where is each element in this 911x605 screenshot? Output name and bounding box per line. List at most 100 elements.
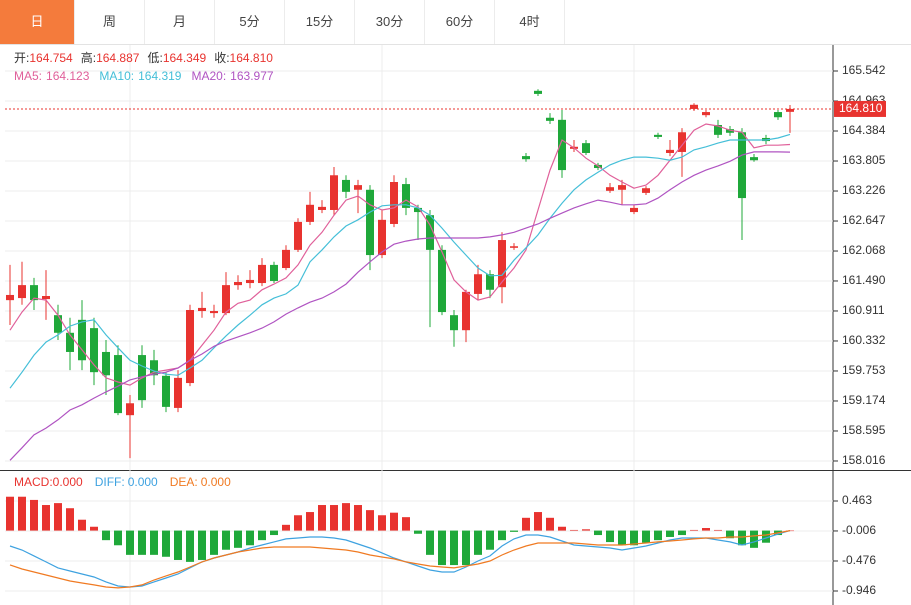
macd-bar xyxy=(390,512,398,531)
macd-bar xyxy=(306,512,314,531)
y-tick-label: 158.595 xyxy=(842,423,886,437)
candle-body xyxy=(78,319,86,361)
candle-body xyxy=(198,307,206,312)
period-tab[interactable]: 15分 xyxy=(285,0,355,44)
y-tick-label: 163.226 xyxy=(842,183,886,197)
candle-body xyxy=(414,207,422,213)
candle-body xyxy=(174,377,182,408)
candle-body xyxy=(330,175,338,210)
macd-bar xyxy=(690,529,698,531)
y-tick-label: 159.753 xyxy=(842,363,886,377)
legend-value: 164.123 xyxy=(46,69,90,83)
macd-bar xyxy=(354,505,362,531)
candle-body xyxy=(282,249,290,269)
candle-body xyxy=(306,204,314,222)
y-tick-label: 165.542 xyxy=(842,63,886,77)
macd-bar xyxy=(114,530,122,546)
candle-body xyxy=(498,240,506,288)
macd-bar xyxy=(198,530,206,560)
ohlc-label: 收: xyxy=(214,51,229,65)
period-tab[interactable]: 月 xyxy=(145,0,215,44)
macd-bar xyxy=(642,530,650,543)
macd-bar xyxy=(534,512,542,531)
legend-name: MA5: xyxy=(14,69,42,83)
candle-body xyxy=(438,249,446,313)
candle-body xyxy=(702,112,710,116)
candle-body xyxy=(750,157,758,161)
y-tick-label: 0.463 xyxy=(842,493,872,507)
period-tab[interactable]: 60分 xyxy=(425,0,495,44)
macd-bar xyxy=(366,510,374,531)
macd-bar xyxy=(150,530,158,555)
candle-body xyxy=(426,215,434,250)
candle-body xyxy=(558,119,566,171)
macd-bar xyxy=(606,530,614,543)
last-price-box xyxy=(834,100,886,117)
macd-bar xyxy=(762,530,770,543)
macd-bar xyxy=(702,528,710,531)
y-tick-label: 160.332 xyxy=(842,333,886,347)
macd-bar xyxy=(258,530,266,541)
period-tab[interactable]: 4时 xyxy=(495,0,565,44)
y-tick-label: 162.068 xyxy=(842,243,886,257)
legend-value: 164.319 xyxy=(138,69,182,83)
macd-bar xyxy=(18,496,26,531)
candle-body xyxy=(18,285,26,299)
candle-body xyxy=(630,207,638,213)
ma-line xyxy=(9,133,791,389)
period-tab[interactable]: 5分 xyxy=(215,0,285,44)
ma-line xyxy=(9,151,791,461)
macd-bar xyxy=(30,499,38,531)
macd-bar xyxy=(42,505,50,531)
candle-body xyxy=(774,112,782,118)
candle-body xyxy=(222,285,230,314)
candle-body xyxy=(210,311,218,314)
candle-body xyxy=(378,219,386,256)
macd-bar xyxy=(582,529,590,531)
ohlc-label: 低: xyxy=(147,51,162,65)
macd-bar xyxy=(378,515,386,531)
ma-line xyxy=(9,123,791,386)
macd-bar xyxy=(630,530,638,546)
macd-bar xyxy=(654,530,662,541)
macd-bar xyxy=(54,503,62,531)
candle-body xyxy=(486,274,494,290)
legend-name: MA20: xyxy=(191,69,226,83)
candle-body xyxy=(402,184,410,208)
ohlc-value: 164.887 xyxy=(96,51,140,65)
candle-body xyxy=(6,294,14,301)
candle-body xyxy=(126,403,134,416)
macd-bar xyxy=(414,530,422,534)
period-tabs: 日周月 5分 15分 30分 60分 4时 xyxy=(0,0,911,45)
ma-legend: MA5: 164.123 MA10: 164.319 MA20: 163.977 xyxy=(14,69,274,83)
macd-bar xyxy=(282,524,290,531)
y-tick-label: 162.647 xyxy=(842,213,886,227)
candle-body xyxy=(618,185,626,190)
candle-body xyxy=(342,179,350,192)
legend-name: MA10: xyxy=(99,69,134,83)
macd-bar xyxy=(462,530,470,566)
macd-bar xyxy=(186,530,194,562)
macd-bar xyxy=(102,530,110,541)
candle-body xyxy=(474,274,482,294)
candle-body xyxy=(90,328,98,373)
macd-bar xyxy=(222,530,230,550)
y-tick-label: 159.174 xyxy=(842,393,886,407)
period-tab[interactable]: 30分 xyxy=(355,0,425,44)
period-tab[interactable]: 周 xyxy=(75,0,145,44)
period-tab[interactable]: 日 xyxy=(0,0,75,44)
y-tick-label: 160.911 xyxy=(842,303,885,317)
y-tick-label: 163.805 xyxy=(842,153,886,167)
candle-body xyxy=(546,117,554,121)
candle-body xyxy=(354,185,362,190)
macd-bar xyxy=(174,530,182,560)
candle-body xyxy=(390,182,398,224)
candle-body xyxy=(150,360,158,376)
macd-bar xyxy=(402,517,410,531)
macd-bar xyxy=(726,530,734,539)
candle-body xyxy=(690,104,698,109)
macd-bar xyxy=(486,530,494,550)
macd-bar xyxy=(90,526,98,531)
macd-bar xyxy=(738,530,746,546)
